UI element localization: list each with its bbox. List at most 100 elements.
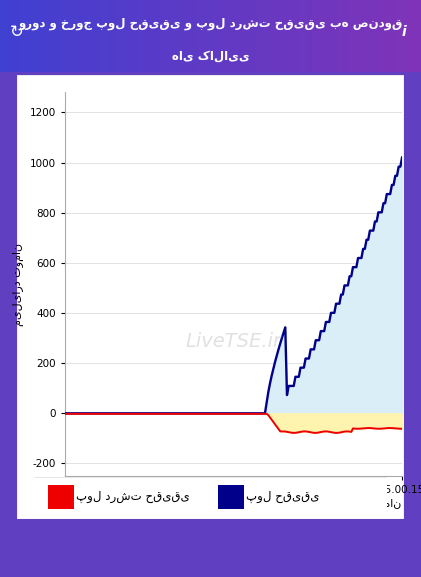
- Bar: [143, 0, 147, 72]
- Bar: [156, 0, 160, 72]
- Bar: [93, 0, 97, 72]
- Bar: [152, 0, 156, 72]
- Bar: [105, 0, 109, 72]
- Bar: [63, 0, 67, 72]
- Bar: [286, 0, 290, 72]
- Bar: [261, 0, 265, 72]
- Bar: [210, 0, 215, 72]
- Text: ورود و خروج پول حقیقی و پول درشت حقیقی به صندوق: ورود و خروج پول حقیقی و پول درشت حقیقی ب…: [18, 17, 403, 29]
- Bar: [341, 0, 345, 72]
- Text: پول حقیقی: پول حقیقی: [246, 490, 319, 503]
- Text: i: i: [402, 25, 407, 39]
- Bar: [55, 0, 59, 72]
- Text: پول درشت حقیقی: پول درشت حقیقی: [76, 490, 190, 503]
- Bar: [164, 0, 168, 72]
- Bar: [219, 0, 223, 72]
- Bar: [13, 0, 17, 72]
- Bar: [370, 0, 375, 72]
- Y-axis label: میلیارد تومان: میلیارد تومان: [13, 242, 24, 326]
- Bar: [244, 0, 248, 72]
- Bar: [354, 0, 358, 72]
- Bar: [84, 0, 88, 72]
- Bar: [67, 0, 72, 72]
- Bar: [46, 0, 51, 72]
- Bar: [185, 0, 189, 72]
- Bar: [303, 0, 307, 72]
- Bar: [324, 0, 328, 72]
- Bar: [278, 0, 282, 72]
- Bar: [34, 0, 38, 72]
- Bar: [189, 0, 194, 72]
- Bar: [333, 0, 337, 72]
- Bar: [29, 0, 34, 72]
- Bar: [97, 0, 101, 72]
- Bar: [88, 0, 93, 72]
- Bar: [316, 0, 320, 72]
- Bar: [366, 0, 370, 72]
- Bar: [122, 0, 126, 72]
- Bar: [379, 0, 383, 72]
- Bar: [76, 0, 80, 72]
- Bar: [101, 0, 105, 72]
- Bar: [126, 0, 131, 72]
- Bar: [218, 485, 244, 508]
- Bar: [400, 0, 404, 72]
- Bar: [160, 0, 164, 72]
- Bar: [194, 0, 198, 72]
- Bar: [349, 0, 354, 72]
- Bar: [139, 0, 143, 72]
- Bar: [72, 0, 76, 72]
- Bar: [396, 0, 400, 72]
- Bar: [307, 0, 312, 72]
- Bar: [181, 0, 185, 72]
- Bar: [135, 0, 139, 72]
- Bar: [345, 0, 349, 72]
- Bar: [51, 0, 55, 72]
- Bar: [269, 0, 274, 72]
- Bar: [358, 0, 362, 72]
- Bar: [21, 0, 25, 72]
- Text: های کالایی: های کالایی: [172, 50, 249, 63]
- Bar: [337, 0, 341, 72]
- Bar: [114, 0, 118, 72]
- Bar: [206, 0, 210, 72]
- Bar: [362, 0, 366, 72]
- Bar: [328, 0, 333, 72]
- Bar: [282, 0, 286, 72]
- Bar: [215, 0, 219, 72]
- Bar: [48, 485, 75, 508]
- Bar: [59, 0, 63, 72]
- Bar: [118, 0, 122, 72]
- Bar: [295, 0, 299, 72]
- FancyBboxPatch shape: [17, 75, 404, 519]
- Bar: [375, 0, 379, 72]
- Bar: [42, 0, 46, 72]
- Bar: [17, 0, 21, 72]
- Bar: [413, 0, 417, 72]
- Bar: [236, 0, 240, 72]
- Bar: [312, 0, 316, 72]
- Text: ↻: ↻: [10, 24, 24, 42]
- Bar: [227, 0, 232, 72]
- Bar: [177, 0, 181, 72]
- Bar: [383, 0, 387, 72]
- Bar: [131, 0, 135, 72]
- Bar: [320, 0, 324, 72]
- Bar: [109, 0, 114, 72]
- Bar: [80, 0, 84, 72]
- Bar: [299, 0, 303, 72]
- Bar: [387, 0, 392, 72]
- Bar: [173, 0, 177, 72]
- FancyBboxPatch shape: [30, 477, 391, 517]
- Bar: [198, 0, 202, 72]
- Bar: [240, 0, 244, 72]
- Bar: [8, 0, 13, 72]
- Bar: [392, 0, 396, 72]
- Bar: [25, 0, 29, 72]
- Bar: [248, 0, 253, 72]
- Bar: [408, 0, 413, 72]
- Bar: [147, 0, 152, 72]
- Bar: [168, 0, 173, 72]
- Bar: [274, 0, 278, 72]
- Bar: [290, 0, 295, 72]
